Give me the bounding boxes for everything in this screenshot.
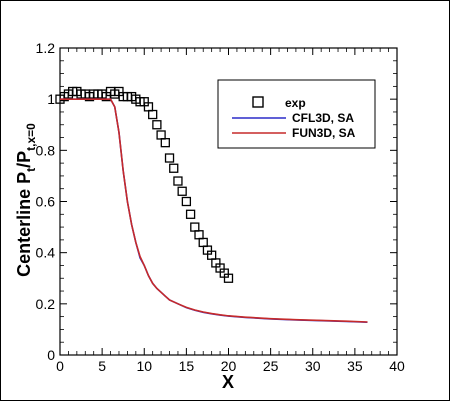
data-point-exp <box>198 237 208 248</box>
data-point-exp <box>181 196 192 207</box>
data-point-exp <box>152 120 162 130</box>
x-tick-label: 15 <box>179 358 195 374</box>
legend-label-exp: exp <box>285 96 306 110</box>
y-tick-label: 0.6 <box>36 194 56 210</box>
data-point-exp <box>164 153 175 163</box>
y-axis-title-base: Centerline P <box>14 172 34 277</box>
data-point-exp <box>156 130 166 140</box>
data-point-exp <box>223 273 234 283</box>
y-tick-label: 0 <box>47 347 55 363</box>
y-tick-labels: 0 0.2 0.4 0.6 0.8 1 1.2 <box>36 40 56 363</box>
legend-marker-exp <box>252 96 264 108</box>
data-point-exp <box>177 186 187 196</box>
series-points-exp <box>55 86 234 283</box>
data-point-exp <box>169 163 179 173</box>
y-axis-title-slash: /P <box>14 151 34 168</box>
x-tick-label: 5 <box>98 358 106 374</box>
x-tick-label: 30 <box>305 358 321 374</box>
y-axis-title-sub1: t <box>24 168 38 172</box>
y-tick-label: 1 <box>47 91 55 107</box>
x-axis-title: X <box>222 372 234 392</box>
x-tick-label: 0 <box>56 358 64 374</box>
legend-box <box>217 79 376 149</box>
data-point-exp <box>194 230 204 240</box>
y-tick-label: 0.8 <box>36 142 56 158</box>
y-tick-label: 0.2 <box>36 296 56 312</box>
legend-label-fun3d: FUN3D, SA <box>292 126 356 140</box>
data-point-exp <box>148 109 158 120</box>
y-tick-label: 1.2 <box>36 40 56 56</box>
y-axis-title: Centerline Pt/Pt,x=0 <box>14 123 38 277</box>
series-line-fun3d-sa <box>60 98 368 323</box>
y-axis-title-sub2: t,x=0 <box>24 123 38 151</box>
x-tick-label: 25 <box>263 358 279 374</box>
data-point-exp <box>190 222 200 232</box>
series-layer <box>55 86 368 324</box>
legend: exp CFL3D, SA FUN3D, SA <box>217 79 376 149</box>
x-tick-label: 20 <box>221 358 237 374</box>
x-tick-labels: 0 5 10 15 20 25 30 35 40 <box>56 358 405 374</box>
data-point-exp <box>173 176 183 186</box>
legend-label-cfl3d: CFL3D, SA <box>292 111 354 125</box>
x-tick-label: 35 <box>347 358 363 374</box>
y-tick-label: 0.4 <box>36 245 56 261</box>
x-tick-label: 10 <box>136 358 152 374</box>
data-point-exp <box>160 138 170 148</box>
x-tick-label: 40 <box>389 358 405 374</box>
data-point-exp <box>185 209 196 219</box>
